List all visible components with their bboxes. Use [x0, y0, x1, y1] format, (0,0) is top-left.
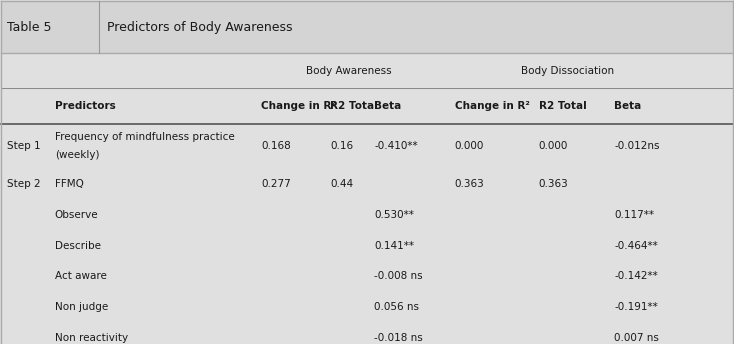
- Text: 0.168: 0.168: [261, 141, 291, 151]
- Text: 0.277: 0.277: [261, 179, 291, 189]
- Text: -0.410**: -0.410**: [374, 141, 418, 151]
- Text: FFMQ: FFMQ: [55, 179, 84, 189]
- Text: -0.191**: -0.191**: [614, 302, 658, 312]
- Text: 0.117**: 0.117**: [614, 210, 654, 220]
- Text: Step 1: Step 1: [7, 141, 41, 151]
- Text: Change in R²: Change in R²: [261, 101, 336, 111]
- Text: (weekly): (weekly): [55, 150, 99, 160]
- Text: Table 5: Table 5: [7, 21, 51, 34]
- Text: -0.018 ns: -0.018 ns: [374, 333, 423, 343]
- Text: Predictors: Predictors: [55, 101, 115, 111]
- Text: 0.363: 0.363: [539, 179, 569, 189]
- Text: 0.16: 0.16: [330, 141, 354, 151]
- Text: Act aware: Act aware: [55, 271, 106, 281]
- Text: Non judge: Non judge: [55, 302, 108, 312]
- Text: R2 Total: R2 Total: [539, 101, 586, 111]
- Text: 0.000: 0.000: [455, 141, 484, 151]
- Text: Describe: Describe: [55, 241, 101, 251]
- Text: Observe: Observe: [55, 210, 98, 220]
- Text: Non reactivity: Non reactivity: [55, 333, 128, 343]
- Text: Step 2: Step 2: [7, 179, 41, 189]
- Text: Change in R²: Change in R²: [455, 101, 530, 111]
- Text: -0.008 ns: -0.008 ns: [374, 271, 423, 281]
- Text: R2 Total: R2 Total: [330, 101, 378, 111]
- Text: Frequency of mindfulness practice: Frequency of mindfulness practice: [55, 132, 235, 142]
- Text: -0.464**: -0.464**: [614, 241, 658, 251]
- Text: -0.012ns: -0.012ns: [614, 141, 660, 151]
- Text: 0.44: 0.44: [330, 179, 354, 189]
- Text: 0.000: 0.000: [539, 141, 568, 151]
- Text: 0.363: 0.363: [455, 179, 484, 189]
- Text: Predictors of Body Awareness: Predictors of Body Awareness: [107, 21, 293, 34]
- Text: Body Dissociation: Body Dissociation: [521, 66, 614, 76]
- Text: -0.142**: -0.142**: [614, 271, 658, 281]
- Text: Beta: Beta: [614, 101, 642, 111]
- Text: 0.141**: 0.141**: [374, 241, 414, 251]
- Text: 0.056 ns: 0.056 ns: [374, 302, 419, 312]
- FancyBboxPatch shape: [1, 1, 733, 53]
- Text: 0.007 ns: 0.007 ns: [614, 333, 659, 343]
- Text: 0.530**: 0.530**: [374, 210, 414, 220]
- Text: Body Awareness: Body Awareness: [306, 66, 391, 76]
- Text: Beta: Beta: [374, 101, 401, 111]
